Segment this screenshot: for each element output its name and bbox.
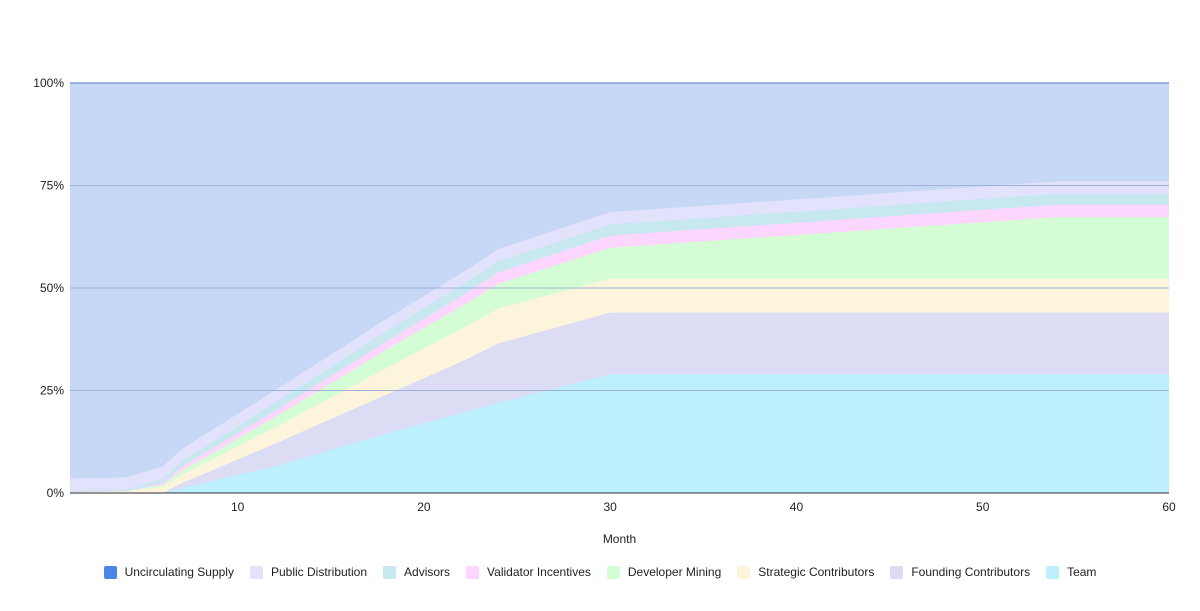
legend-label: Team	[1067, 565, 1097, 579]
x-tick-label: 20	[417, 500, 431, 514]
legend-item-advisors: Advisors	[383, 565, 450, 579]
chart-legend: Uncirculating Supply Public Distribution A…	[0, 565, 1200, 579]
x-tick-label: 40	[790, 500, 804, 514]
x-tick-label: 10	[231, 500, 245, 514]
legend-swatch	[737, 565, 751, 579]
legend-swatch	[1046, 565, 1060, 579]
legend-label: Advisors	[404, 565, 451, 579]
legend-item-uncirculating-supply: Uncirculating Supply	[103, 565, 234, 579]
legend-label: Validator Incentives	[487, 565, 591, 579]
legend-swatch	[606, 565, 620, 579]
legend-label: Uncirculating Supply	[124, 565, 234, 579]
y-tick-label: 50%	[40, 281, 64, 295]
area-public-distribution	[70, 181, 1169, 491]
area-strategic-contributors	[70, 278, 1169, 493]
area-uncirculating-supply	[70, 83, 1169, 479]
y-axis-ticks: 0% 25% 50% 75% 100%	[33, 76, 64, 500]
x-tick-label: 30	[604, 500, 618, 514]
area-developer-mining	[70, 217, 1169, 492]
legend-item-team: Team	[1046, 565, 1096, 579]
legend-swatch	[103, 565, 117, 579]
legend-item-validator-incentives: Validator Incentives	[466, 565, 591, 579]
area-team	[70, 374, 1169, 493]
legend-item-developer-mining: Developer Mining	[606, 565, 722, 579]
legend-swatch	[890, 565, 904, 579]
legend-label: Public Distribution	[270, 565, 368, 579]
legend-label: Strategic Contributors	[758, 565, 875, 579]
x-tick-label: 50	[976, 500, 990, 514]
y-tick-label: 0%	[47, 486, 65, 500]
y-tick-label: 25%	[40, 384, 64, 398]
legend-item-founding-contributors: Founding Contributors	[890, 565, 1030, 579]
y-tick-label: 100%	[33, 76, 64, 90]
legend-swatch	[466, 565, 480, 579]
legend-label: Developer Mining	[627, 565, 722, 579]
legend-swatch	[383, 565, 397, 579]
x-axis-ticks: 10 20 30 40 50 60	[231, 500, 1176, 514]
x-axis-title: Month	[603, 532, 636, 546]
legend-item-strategic-contributors: Strategic Contributors	[737, 565, 874, 579]
legend-item-public-distribution: Public Distribution	[249, 565, 368, 579]
legend-swatch	[249, 565, 263, 579]
gridlines	[70, 82, 1169, 391]
area-founding-contributors	[70, 312, 1169, 493]
y-tick-label: 75%	[40, 179, 64, 193]
x-tick-label: 60	[1162, 500, 1176, 514]
area-series	[69, 83, 1169, 494]
legend-label: Founding Contributors	[911, 565, 1031, 579]
